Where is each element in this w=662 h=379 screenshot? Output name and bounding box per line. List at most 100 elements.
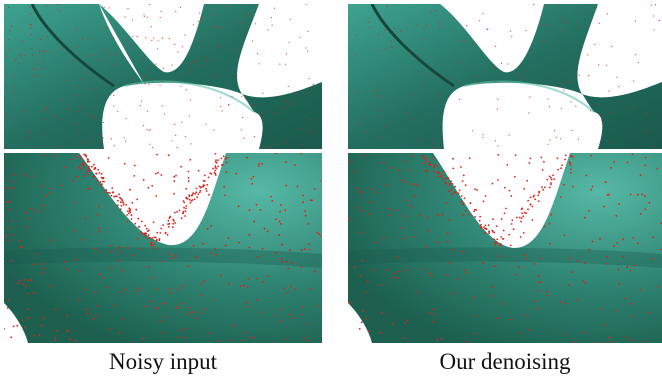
- noise-point: [78, 167, 81, 169]
- noise-point: [421, 155, 424, 157]
- noise-point: [548, 186, 551, 189]
- noise-point: [101, 177, 104, 180]
- noise-point: [160, 227, 163, 230]
- noise-point: [147, 229, 150, 232]
- noise-point: [196, 196, 199, 199]
- noise-point: [563, 29, 565, 31]
- noise-point: [162, 331, 165, 334]
- noise-point: [188, 115, 190, 117]
- noise-point: [157, 171, 159, 174]
- noise-point: [548, 222, 551, 225]
- noise-point: [281, 243, 283, 246]
- noise-point: [440, 176, 443, 179]
- noise-point: [185, 89, 187, 91]
- noise-point: [156, 306, 158, 309]
- noise-point: [312, 83, 314, 86]
- noise-point: [96, 305, 99, 307]
- noise-point: [204, 174, 206, 177]
- noise-point: [570, 172, 572, 174]
- noisy-input-zoom-render: [4, 153, 322, 343]
- noise-point: [482, 13, 484, 15]
- noise-point: [5, 55, 7, 57]
- noise-point: [244, 13, 246, 15]
- noise-point: [66, 314, 68, 317]
- noise-point: [496, 238, 499, 241]
- noise-point: [91, 165, 93, 168]
- noise-point: [417, 54, 419, 56]
- noise-point: [432, 166, 435, 169]
- noise-point: [98, 250, 101, 252]
- noise-point: [97, 227, 100, 230]
- noise-point: [87, 168, 90, 170]
- noise-point: [365, 318, 368, 320]
- noise-point: [494, 244, 496, 247]
- noise-point: [387, 207, 390, 210]
- noise-point: [220, 164, 223, 166]
- noise-point: [502, 229, 505, 232]
- noise-point: [193, 60, 196, 62]
- noise-point: [411, 93, 413, 95]
- noise-point: [133, 164, 136, 167]
- noise-point: [618, 283, 621, 285]
- noise-point: [590, 154, 593, 157]
- noise-point: [28, 137, 30, 139]
- noise-point: [424, 245, 427, 248]
- noise-point: [31, 54, 33, 56]
- noise-point: [46, 35, 48, 38]
- noise-point: [617, 268, 620, 271]
- noise-point: [564, 154, 567, 157]
- noise-point: [81, 238, 84, 241]
- noise-point: [539, 257, 542, 260]
- noise-point: [529, 157, 532, 160]
- noise-point: [439, 21, 441, 23]
- noise-point: [474, 188, 476, 190]
- noise-point: [404, 322, 407, 325]
- noise-point: [349, 301, 351, 304]
- noise-point: [93, 163, 95, 166]
- noise-point: [22, 110, 24, 113]
- noise-point: [553, 130, 556, 132]
- noise-point: [202, 242, 205, 245]
- noise-point: [591, 240, 594, 243]
- noise-point: [110, 250, 113, 253]
- noise-point: [61, 98, 64, 100]
- noise-point: [101, 183, 103, 185]
- noise-point: [31, 175, 33, 178]
- noise-point: [224, 194, 226, 197]
- noise-point: [278, 234, 281, 237]
- noise-point: [210, 60, 212, 62]
- noise-point: [67, 330, 69, 332]
- noise-point: [529, 203, 532, 206]
- noise-point: [509, 244, 512, 247]
- noise-point: [91, 54, 93, 56]
- noise-point: [50, 187, 52, 190]
- noise-point: [40, 263, 43, 265]
- noise-point: [215, 161, 218, 164]
- noise-point: [181, 74, 183, 76]
- noise-point: [153, 37, 155, 39]
- noise-point: [520, 220, 522, 223]
- noise-point: [162, 224, 165, 226]
- noise-point: [421, 39, 423, 41]
- noise-point: [548, 175, 551, 178]
- noise-point: [131, 254, 134, 257]
- noise-point: [49, 192, 51, 194]
- noise-point: [492, 218, 494, 221]
- noise-point: [200, 17, 202, 19]
- noise-point: [429, 272, 431, 275]
- noise-point: [88, 169, 91, 172]
- noise-point: [394, 27, 396, 29]
- noise-point: [447, 177, 450, 179]
- noise-point: [197, 193, 200, 195]
- noise-point: [451, 193, 454, 196]
- noise-point: [432, 170, 435, 173]
- noise-point: [591, 185, 594, 188]
- noise-point: [117, 110, 119, 112]
- noise-point: [158, 238, 161, 240]
- noise-point: [362, 154, 365, 157]
- noise-point: [523, 188, 526, 190]
- noise-point: [496, 241, 499, 244]
- noise-point: [161, 37, 164, 39]
- noise-point: [384, 125, 387, 128]
- noise-point: [460, 39, 462, 41]
